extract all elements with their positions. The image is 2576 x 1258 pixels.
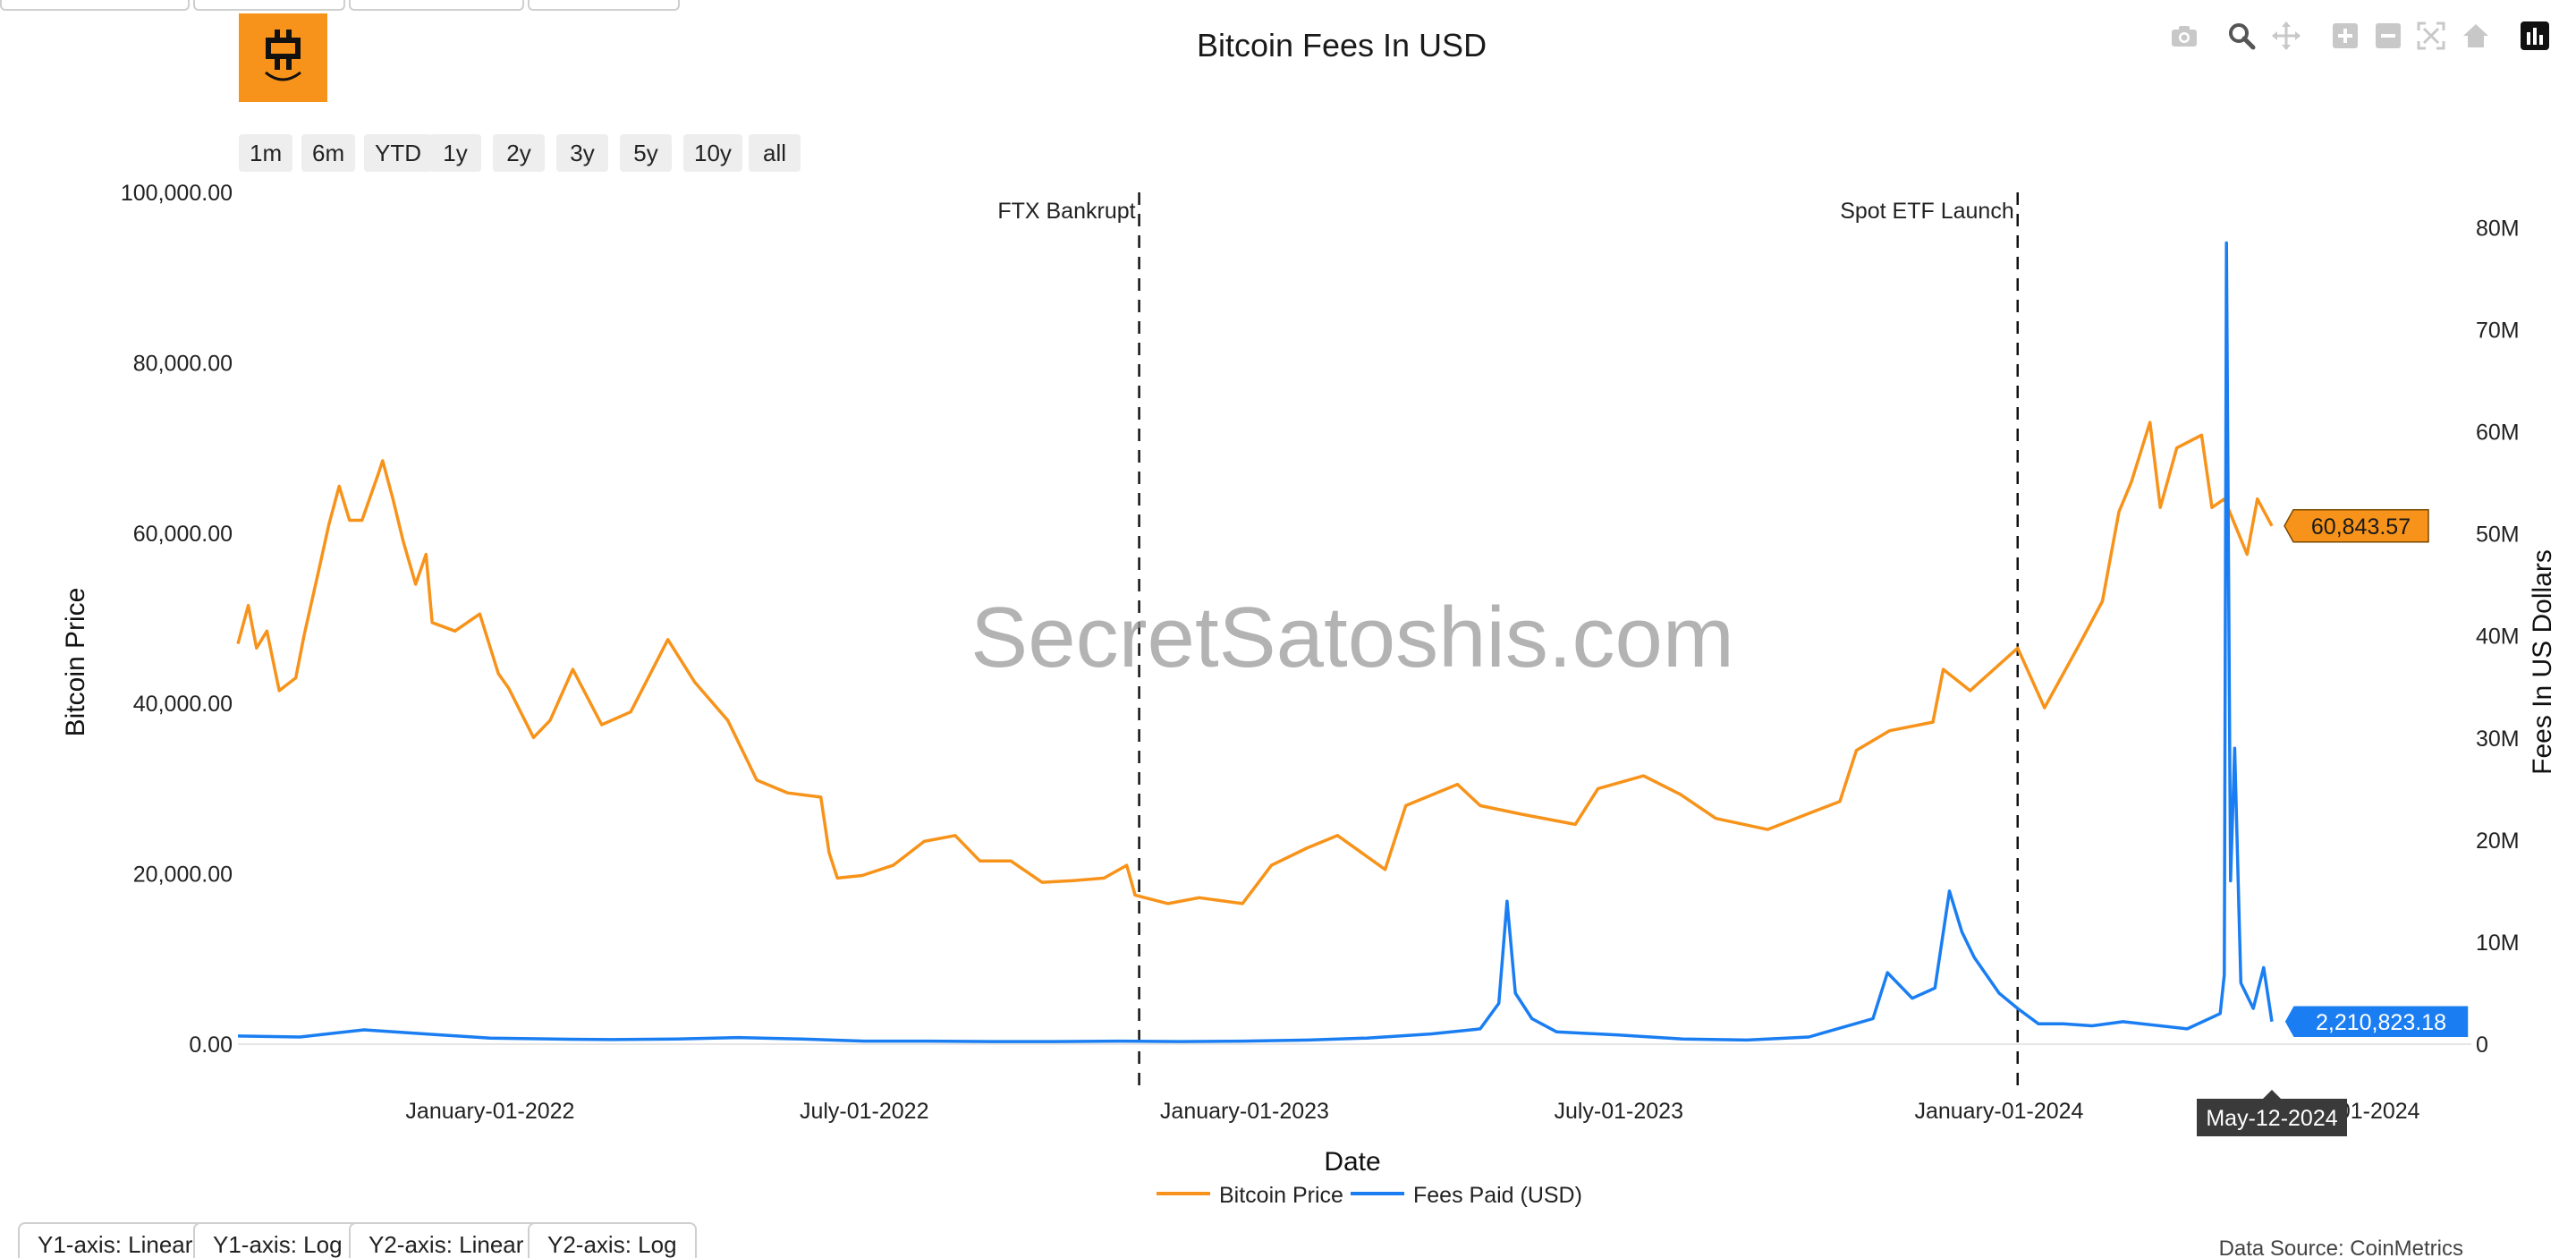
y-tick-label: 80,000.00 [133, 351, 233, 376]
range-1m-button[interactable]: 1m [239, 134, 293, 172]
y1-log-button[interactable]: Y1-axis: Log [193, 1222, 362, 1258]
y-tick-label: 100,000.00 [121, 181, 233, 206]
annotation-label: Spot ETF Launch [1840, 199, 2014, 224]
fees-last-value-label: 2,210,823.18 [2284, 1005, 2470, 1039]
range-6m-button[interactable]: 6m [301, 134, 356, 172]
y2-log-button[interactable]: Y2-axis: Log [528, 1222, 697, 1258]
price-series-line[interactable] [236, 421, 2274, 905]
y2-tick-label: 20M [2476, 829, 2520, 854]
y2-tick-label: 70M [2476, 318, 2520, 343]
plotly-logo-icon[interactable] [2519, 20, 2551, 52]
range-10y-button[interactable]: 10y [683, 134, 742, 172]
y2-tick-label: 50M [2476, 523, 2520, 548]
top-tab-1[interactable] [0, 0, 190, 11]
hover-date-text: May-12-2024 [2206, 1106, 2337, 1131]
y2-tick-label: 60M [2476, 421, 2520, 446]
range-2y-button[interactable]: 2y [493, 134, 545, 172]
y2-linear-button[interactable]: Y2-axis: Linear [349, 1222, 544, 1258]
watermark-text: SecretSatoshis.com [970, 590, 1734, 685]
x-axis-title: Date [1324, 1147, 1380, 1177]
y2-tick-label: 40M [2476, 625, 2520, 650]
range-all-button[interactable]: all [749, 134, 801, 172]
top-tab-4[interactable] [528, 0, 680, 11]
y-tick-label: 40,000.00 [133, 692, 233, 717]
range-3y-button[interactable]: 3y [556, 134, 608, 172]
reset-axes-icon[interactable] [2460, 20, 2492, 52]
y2-tick-label: 10M [2476, 931, 2520, 956]
pan-icon[interactable] [2270, 20, 2302, 52]
y-tick-label: 60,000.00 [133, 522, 233, 547]
range-ytd-button[interactable]: YTD [364, 134, 432, 172]
data-source-label: Data Source: CoinMetrics [2218, 1237, 2463, 1258]
x-tick-label: January-01-2024 [1914, 1099, 2083, 1124]
price-last-value-label-text: 60,843.57 [2311, 514, 2411, 540]
y-tick-label: 20,000.00 [133, 863, 233, 888]
y-axis-title: Bitcoin Price [61, 588, 90, 737]
zoom-out-icon[interactable] [2372, 20, 2404, 52]
annotation-label: FTX Bankrupt [997, 199, 1135, 224]
hover-date-label: May-12-2024 [2197, 1090, 2347, 1136]
y-tick-label: 0.00 [189, 1033, 233, 1058]
x-tick-label: January-01-2023 [1160, 1099, 1329, 1124]
y2-tick-label: 80M [2476, 216, 2520, 241]
y2-axis-title: Fees In US Dollars [2528, 549, 2557, 775]
y1-linear-button[interactable]: Y1-axis: Linear [18, 1222, 213, 1258]
legend-fees-label[interactable]: Fees Paid (USD) [1413, 1183, 1582, 1208]
y2-tick-label: 30M [2476, 727, 2520, 752]
y2-tick-label: 0 [2476, 1033, 2488, 1058]
camera-icon[interactable] [2168, 20, 2200, 52]
legend-price-label[interactable]: Bitcoin Price [1219, 1183, 1343, 1208]
zoom-icon[interactable] [2225, 20, 2258, 52]
top-tab-2[interactable] [193, 0, 345, 11]
bitcoin-face-icon [265, 30, 301, 81]
chart-title: Bitcoin Fees In USD [1196, 27, 1487, 64]
fees-series-line[interactable] [237, 241, 2274, 1043]
legend[interactable]: Bitcoin Price Fees Paid (USD) [1157, 1183, 1582, 1208]
x-tick-label: July-01-2023 [1554, 1099, 1683, 1124]
x-tick-label: July-01-2022 [800, 1099, 929, 1124]
fees-last-value-label-text: 2,210,823.18 [2316, 1010, 2446, 1035]
range-5y-button[interactable]: 5y [620, 134, 672, 172]
range-1y-button[interactable]: 1y [429, 134, 481, 172]
zoom-in-icon[interactable] [2329, 20, 2361, 52]
x-tick-label: January-01-2022 [405, 1099, 574, 1124]
top-tab-3[interactable] [349, 0, 524, 11]
bitcoin-logo [239, 13, 327, 102]
price-last-value-label: 60,843.57 [2284, 509, 2429, 543]
autoscale-icon[interactable] [2415, 20, 2447, 52]
